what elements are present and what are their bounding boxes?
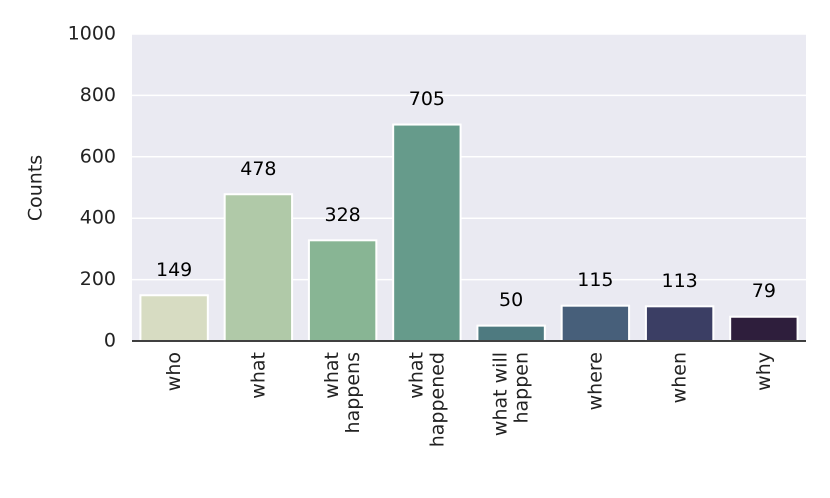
y-axis-label: Counts [25, 155, 47, 221]
y-tick-label: 400 [80, 207, 116, 229]
bar [476, 324, 546, 342]
y-tick-label: 200 [80, 268, 116, 290]
bar [223, 193, 294, 342]
y-tick-label: 800 [80, 84, 116, 106]
value-label: 113 [661, 270, 697, 292]
x-tick-label: what willhappen [489, 352, 532, 436]
x-tick-label: who [163, 352, 185, 391]
y-tick-label: 600 [80, 145, 116, 167]
bar [644, 305, 715, 342]
value-label: 705 [409, 88, 445, 110]
bar [392, 123, 462, 342]
value-label: 328 [324, 204, 360, 226]
value-label: 478 [240, 158, 276, 180]
x-tick-label: why [752, 352, 774, 391]
bar [560, 304, 631, 343]
x-tick-label: where [584, 352, 606, 410]
bar [139, 294, 209, 342]
value-label: 79 [752, 280, 776, 302]
x-tick-label: whathappened [405, 352, 448, 447]
y-tick-label: 0 [104, 330, 116, 352]
bar [307, 239, 378, 342]
x-tick-label: whathappens [321, 352, 364, 433]
y-tick-label: 1000 [68, 23, 116, 45]
value-label: 115 [577, 269, 613, 291]
value-label: 50 [499, 289, 523, 311]
x-tick-label: when [668, 352, 690, 403]
value-label: 149 [156, 259, 192, 281]
bar [729, 315, 799, 343]
x-tick-label: what [247, 352, 269, 399]
